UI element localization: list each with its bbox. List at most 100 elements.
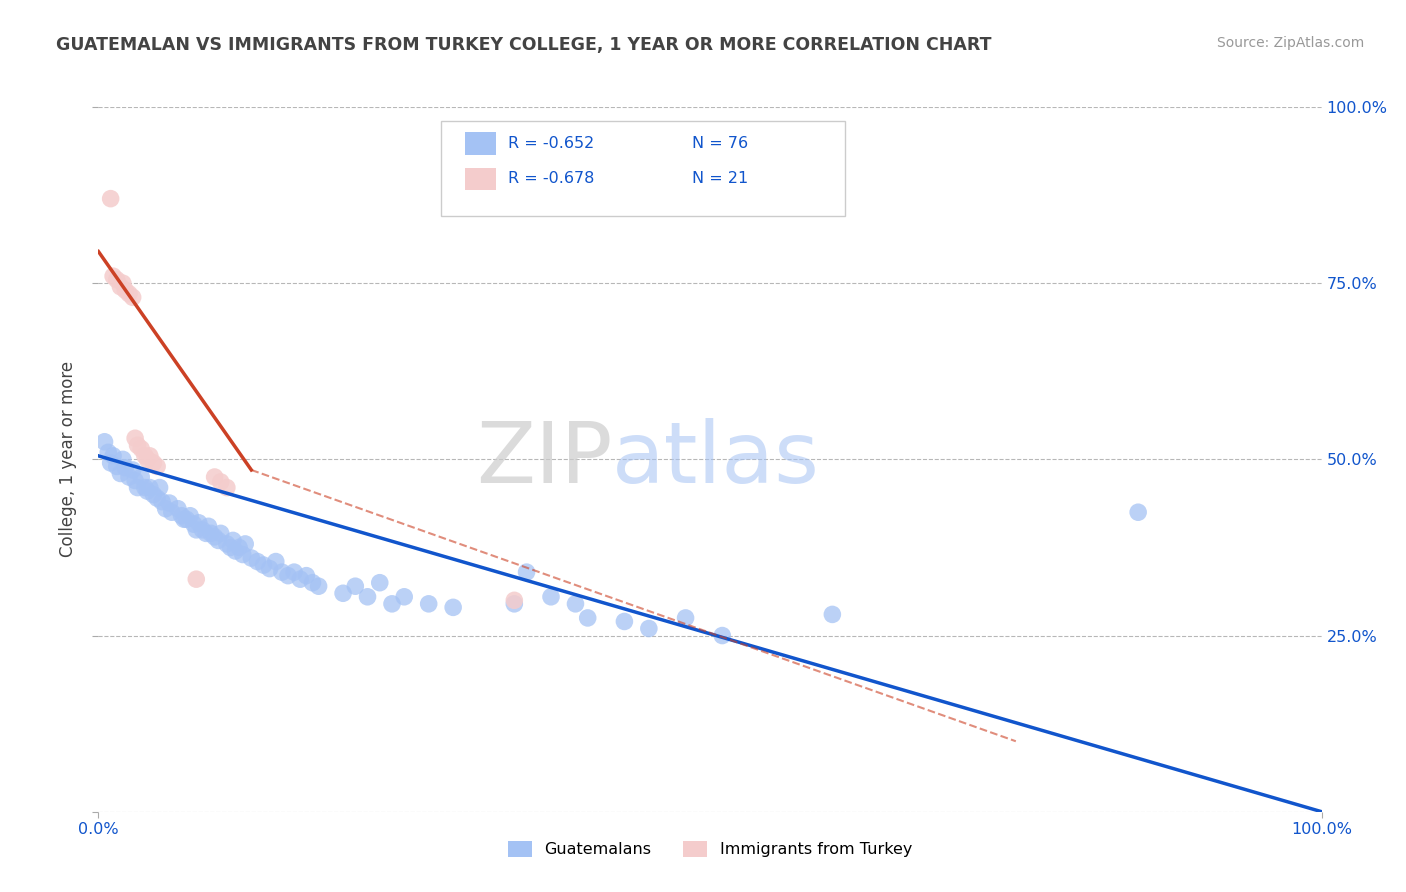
Text: GUATEMALAN VS IMMIGRANTS FROM TURKEY COLLEGE, 1 YEAR OR MORE CORRELATION CHART: GUATEMALAN VS IMMIGRANTS FROM TURKEY COL…: [56, 36, 991, 54]
Point: [93, 434, 115, 449]
Point: [228, 541, 250, 555]
Point: [118, 470, 141, 484]
Point: [155, 501, 177, 516]
Point: [114, 283, 136, 297]
Point: [290, 572, 312, 586]
Point: [176, 512, 198, 526]
Point: [381, 597, 404, 611]
Point: [129, 442, 152, 456]
Point: [142, 456, 165, 470]
Point: [219, 541, 242, 555]
Point: [204, 470, 226, 484]
Point: [160, 505, 183, 519]
Point: [222, 533, 245, 548]
Point: [564, 597, 586, 611]
Point: [204, 530, 226, 544]
FancyBboxPatch shape: [441, 121, 845, 216]
Point: [105, 273, 128, 287]
Point: [418, 597, 440, 611]
Point: [638, 622, 661, 636]
Point: [186, 523, 208, 537]
Y-axis label: College, 1 year or more: College, 1 year or more: [59, 361, 77, 558]
FancyBboxPatch shape: [465, 132, 496, 155]
Point: [191, 523, 214, 537]
Point: [441, 600, 464, 615]
Point: [503, 593, 526, 607]
Point: [576, 611, 599, 625]
Text: R = -0.678: R = -0.678: [508, 171, 595, 186]
Point: [134, 449, 156, 463]
Point: [124, 431, 146, 445]
Point: [100, 192, 122, 206]
Point: [139, 449, 162, 463]
Point: [301, 575, 323, 590]
Point: [97, 445, 120, 459]
Point: [308, 579, 330, 593]
Point: [127, 481, 149, 495]
Point: [252, 558, 274, 573]
Text: Source: ZipAtlas.com: Source: ZipAtlas.com: [1216, 36, 1364, 50]
Point: [124, 474, 146, 488]
Legend: Guatemalans, Immigrants from Turkey: Guatemalans, Immigrants from Turkey: [502, 834, 918, 863]
Point: [127, 438, 149, 452]
Point: [170, 508, 193, 523]
Point: [233, 537, 256, 551]
Point: [295, 568, 318, 582]
Point: [136, 452, 159, 467]
Point: [821, 607, 844, 622]
Point: [101, 269, 124, 284]
Point: [173, 512, 195, 526]
Point: [129, 470, 152, 484]
Point: [675, 611, 697, 625]
Point: [515, 565, 537, 579]
Point: [114, 460, 136, 475]
Point: [179, 508, 201, 523]
Point: [121, 463, 143, 477]
Text: atlas: atlas: [612, 417, 820, 501]
Point: [207, 533, 229, 548]
Point: [392, 590, 416, 604]
Point: [540, 590, 562, 604]
Point: [200, 526, 222, 541]
Point: [118, 286, 141, 301]
Point: [186, 572, 208, 586]
Point: [110, 467, 132, 481]
Point: [224, 544, 246, 558]
Text: N = 76: N = 76: [692, 136, 748, 151]
Point: [209, 526, 232, 541]
Point: [711, 628, 734, 642]
Point: [197, 519, 219, 533]
FancyBboxPatch shape: [465, 168, 496, 190]
Point: [142, 487, 165, 501]
Text: N = 21: N = 21: [692, 171, 748, 186]
Point: [195, 526, 218, 541]
Point: [270, 565, 294, 579]
Point: [167, 501, 190, 516]
Text: R = -0.652: R = -0.652: [508, 136, 595, 151]
Point: [344, 579, 367, 593]
Text: ZIP: ZIP: [475, 417, 612, 501]
Point: [356, 590, 378, 604]
Point: [101, 449, 124, 463]
Point: [332, 586, 354, 600]
Point: [146, 459, 169, 474]
Point: [240, 551, 263, 566]
Point: [183, 517, 205, 532]
Point: [209, 475, 232, 489]
Point: [215, 537, 238, 551]
Point: [157, 496, 180, 510]
Point: [146, 491, 169, 505]
Point: [246, 555, 269, 569]
Point: [134, 481, 156, 495]
Point: [277, 568, 299, 582]
Point: [368, 575, 391, 590]
Point: [110, 279, 132, 293]
Point: [149, 481, 172, 495]
Point: [215, 481, 238, 495]
Point: [264, 555, 287, 569]
Point: [259, 561, 281, 575]
Point: [187, 516, 209, 530]
Point: [232, 548, 254, 562]
Point: [150, 494, 173, 508]
Point: [283, 565, 305, 579]
